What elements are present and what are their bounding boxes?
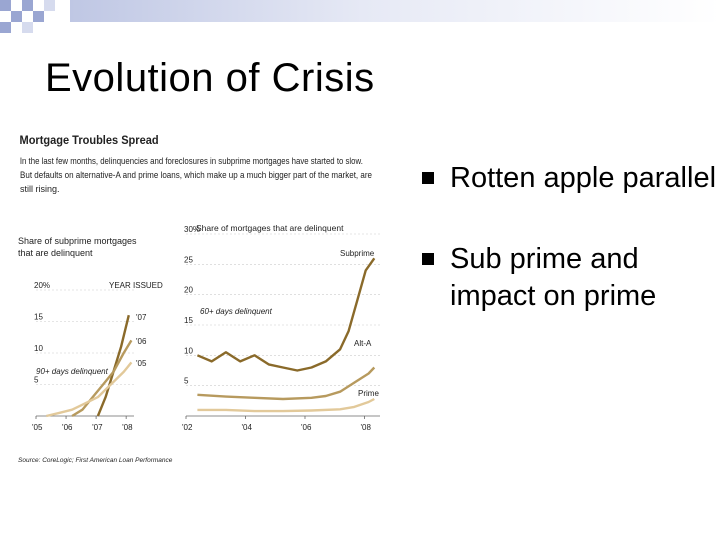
right-chart-series-line (197, 366, 376, 401)
right-chart-ytick-label: 10 (184, 346, 193, 355)
right-chart-series-label: Subprime (340, 249, 375, 258)
left-chart-title-line-1: Share of subprime mortgages (18, 236, 137, 246)
left-chart: Share of subprime mortgages that are del… (18, 236, 163, 432)
bullet-item: Rotten apple parallel (418, 160, 718, 197)
right-chart-xtick-label: '04 (241, 423, 252, 432)
bullet-text: Sub prime and impact on prime (450, 243, 657, 312)
left-chart-xtick-label: '08 (122, 423, 133, 432)
right-chart-ytick-label: 30% (184, 225, 200, 234)
figure-intro-line-2: But defaults on alternative-A and prime … (20, 170, 372, 180)
left-chart-series-line (71, 339, 133, 418)
right-chart-xtick-label: '02 (182, 423, 193, 432)
bullet-text: Rotten apple parallel (450, 162, 717, 194)
left-chart-series-line (96, 314, 130, 417)
right-chart-title: Share of mortgages that are delinquent (196, 223, 344, 233)
right-chart: Share of mortgages that are delinquent 3… (182, 223, 380, 432)
right-chart-ytick-label: 5 (184, 377, 189, 386)
left-chart-series-label: '05 (136, 359, 147, 368)
checker-pattern (0, 0, 70, 40)
left-chart-legend-label: YEAR ISSUED (109, 281, 163, 290)
bullet-item: Sub prime and impact on prime (418, 241, 718, 315)
right-chart-series-label: Prime (358, 389, 379, 398)
top-gradient-bar (70, 0, 720, 22)
left-chart-xtick-label: '07 (92, 423, 103, 432)
figure-intro-line-1: In the last few months, delinquencies an… (20, 156, 363, 166)
left-chart-xtick-label: '06 (62, 423, 73, 432)
left-chart-annotation: 90+ days delinquent (36, 367, 109, 376)
square-bullet-icon (422, 172, 434, 184)
right-chart-xtick-label: '08 (360, 423, 371, 432)
right-chart-series-label: Alt-A (354, 339, 372, 348)
left-chart-ytick-label: 10 (34, 344, 43, 353)
right-chart-annotation: 60+ days delinquent (200, 307, 273, 316)
left-chart-ytick-label: 20% (34, 281, 50, 290)
mortgage-chart-figure: Mortgage Troubles Spread In the last few… (18, 135, 380, 464)
left-chart-series-label: '06 (136, 337, 147, 346)
right-chart-xtick-label: '06 (301, 423, 312, 432)
right-chart-series-line (196, 257, 376, 372)
left-chart-ytick-label: 15 (34, 313, 43, 322)
left-chart-series-label: '07 (136, 313, 147, 322)
left-chart-ytick-label: 5 (34, 376, 39, 385)
bullet-list: Rotten apple parallel Sub prime and impa… (418, 160, 718, 359)
right-chart-ytick-label: 25 (184, 255, 193, 264)
figure-intro-line-3: still rising. (20, 184, 60, 194)
slide-title: Evolution of Crisis (45, 56, 375, 100)
square-bullet-icon (422, 253, 434, 265)
figure-heading: Mortgage Troubles Spread (20, 135, 159, 147)
right-chart-ytick-label: 15 (184, 316, 193, 325)
right-chart-series-line (197, 397, 375, 413)
left-chart-xtick-label: '05 (32, 423, 43, 432)
left-chart-title-line-2: that are delinquent (18, 248, 93, 258)
right-chart-ytick-label: 20 (184, 286, 193, 295)
left-chart-series-line (46, 361, 133, 418)
figure-source: Source: CoreLogic; First American Loan P… (18, 457, 173, 464)
